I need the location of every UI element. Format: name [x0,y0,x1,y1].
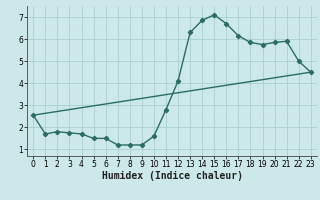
X-axis label: Humidex (Indice chaleur): Humidex (Indice chaleur) [101,171,243,181]
